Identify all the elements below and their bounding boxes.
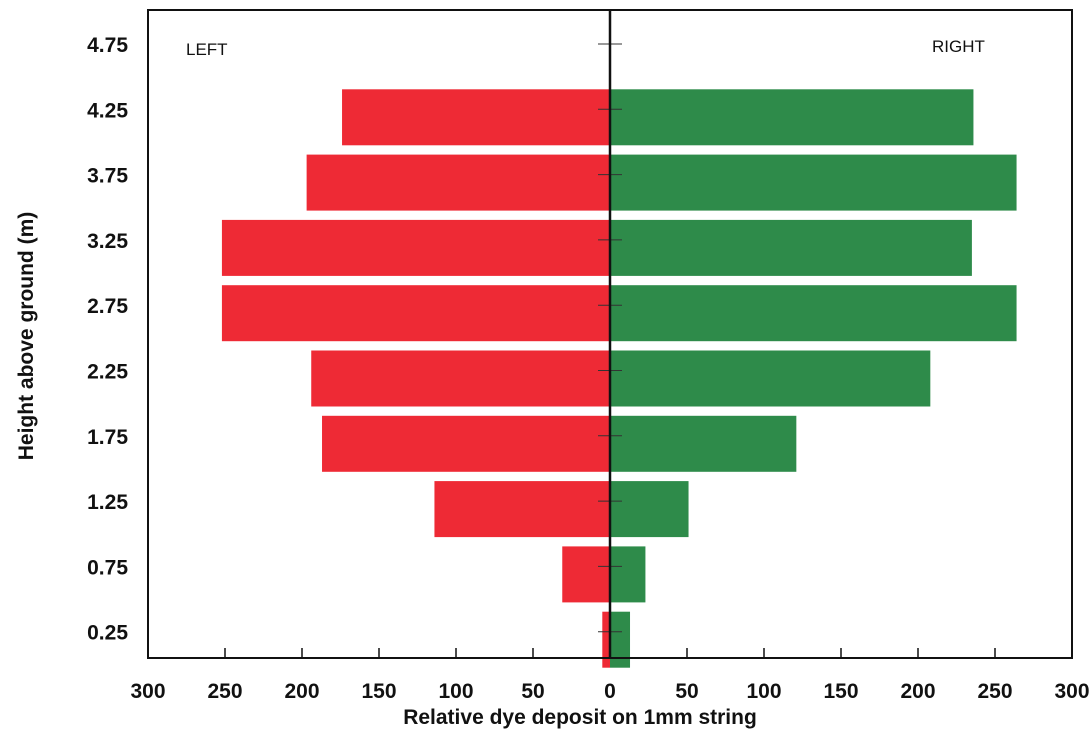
x-tick-label: 200	[900, 680, 935, 703]
x-tick-label: 150	[361, 680, 396, 703]
bar-left-3.25	[221, 219, 611, 276]
bar-left-1.75	[322, 415, 610, 472]
x-tick-label: 300	[1054, 680, 1089, 703]
x-tick-label: 50	[521, 680, 544, 703]
x-tick-label: 250	[207, 680, 242, 703]
y-tick-label: 2.75	[87, 295, 128, 318]
bar-left-0.75	[562, 546, 610, 603]
bar-right-0.25	[610, 611, 631, 668]
y-tick-label: 3.25	[87, 230, 128, 253]
bar-left-1.25	[434, 481, 610, 538]
bar-right-1.75	[610, 415, 797, 472]
x-tick-label: 150	[823, 680, 858, 703]
bar-left-2.75	[221, 285, 611, 342]
y-tick-label: 1.25	[87, 491, 128, 514]
bars-layer	[221, 89, 1017, 668]
y-tick-label: 1.75	[87, 426, 128, 449]
bar-left-2.25	[311, 350, 610, 407]
y-tick-label: 0.75	[87, 556, 128, 579]
y-tick-label: 0.25	[87, 622, 128, 645]
x-tick-label: 0	[604, 680, 616, 703]
y-tick-label: 4.25	[87, 99, 128, 122]
bar-right-4.25	[610, 89, 974, 146]
x-tick-label: 100	[746, 680, 781, 703]
y-tick-label: 2.25	[87, 361, 128, 384]
bar-right-3.25	[610, 219, 972, 276]
ticks-layer: 0.25 0.75 1.25 1.75 2.25 2.75 3.25 3.75 4.25 4.75…	[87, 34, 1089, 703]
bar-right-0.75	[610, 546, 646, 603]
bar-right-2.25	[610, 350, 931, 407]
y-tick-label: 4.75	[87, 34, 128, 57]
x-tick-label: 50	[675, 680, 698, 703]
y-tick-label: 3.75	[87, 165, 128, 188]
series-label-right: RIGHT	[932, 37, 985, 56]
bar-right-3.75	[610, 154, 1017, 211]
x-tick-label: 300	[130, 680, 165, 703]
y-axis-title: Height above ground (m)	[15, 212, 38, 461]
bar-left-0.25	[602, 611, 610, 668]
bar-left-3.75	[306, 154, 610, 211]
series-label-left: LEFT	[186, 40, 228, 59]
bar-right-1.25	[610, 481, 689, 538]
bar-left-4.25	[342, 89, 610, 146]
x-axis-title: Relative dye deposit on 1mm string	[403, 706, 757, 729]
x-tick-label: 100	[438, 680, 473, 703]
bar-right-2.75	[610, 285, 1017, 342]
x-tick-label: 250	[977, 680, 1012, 703]
x-tick-label: 200	[284, 680, 319, 703]
